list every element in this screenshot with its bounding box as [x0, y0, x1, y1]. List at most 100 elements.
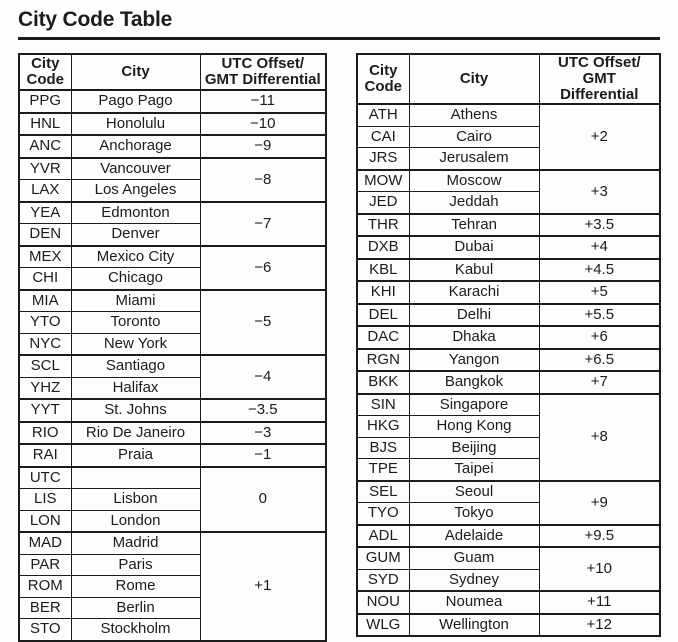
table-row: ATH Athens +2	[356, 103, 661, 170]
table-row: ROM Rome	[18, 575, 326, 598]
city-name-cell: Athens	[408, 103, 540, 127]
city-name-cell: Toronto	[70, 311, 201, 334]
city-code-cell: LIS	[18, 488, 72, 511]
city-name-cell	[70, 465, 201, 489]
table-row: MIA Miami −5	[18, 288, 327, 356]
table-row: KBL Kabul +4.5	[356, 257, 661, 282]
city-name-cell: Tokyo	[408, 502, 540, 525]
city-code-cell: RGN	[356, 347, 410, 372]
city-code-cell: NOU	[356, 590, 410, 614]
city-name-cell: Moscow	[408, 168, 540, 192]
table-row: GUM Guam +10	[356, 546, 661, 592]
utc-offset-cell: +4	[538, 235, 661, 259]
city-code-cell: DEL	[356, 302, 410, 327]
city-code-cell: RIO	[18, 420, 72, 445]
city-code-cell: LON	[18, 509, 72, 533]
table-row: CHI Chicago	[18, 267, 326, 290]
table-row: SIN Singapore +8	[356, 392, 661, 481]
utc-offset-cell: +12	[538, 612, 661, 637]
city-code-cell: JED	[356, 191, 410, 214]
table-row: MEX Mexico City −6	[18, 244, 327, 290]
city-code-cell: YEA	[18, 200, 72, 224]
table-row: SCL Santiago −4	[18, 354, 327, 400]
table-row: KHI Karachi +5	[356, 280, 661, 304]
city-name-cell: London	[70, 509, 201, 533]
city-code-cell: BER	[18, 596, 72, 619]
city-code-cell: PPG	[18, 89, 72, 113]
city-name-cell: Tehran	[408, 212, 540, 237]
city-name-cell: Dhaka	[408, 325, 540, 349]
city-name-cell: Wellington	[408, 612, 540, 637]
header-city: City	[408, 53, 540, 105]
utc-offset-cell: −3	[199, 420, 327, 445]
table-body: ATH Athens +2 CAI Cairo JRS Jerusalem MOW Moscow…	[356, 103, 661, 637]
city-name-cell: Madrid	[70, 531, 201, 555]
city-code-cell: DXB	[356, 235, 410, 259]
city-code-cell: PAR	[18, 553, 72, 576]
table-row: ADL Adelaide +9.5	[356, 523, 661, 548]
utc-offset-cell: −5	[199, 288, 327, 356]
header-row: City Code City UTC Offset/ GMT Different…	[18, 53, 327, 91]
table-row: ANC Anchorage −9	[18, 134, 327, 158]
city-code-cell: HNL	[18, 111, 72, 136]
table-row: YEA Edmonton −7	[18, 200, 327, 246]
header-row: City Code City UTC Offset/ GMT Different…	[356, 53, 661, 105]
city-code-cell: CAI	[356, 125, 410, 148]
city-code-cell: YHZ	[18, 376, 72, 400]
header-city-code: City Code	[18, 53, 72, 91]
utc-offset-cell: +9	[538, 479, 661, 525]
city-name-cell: Guam	[408, 546, 540, 570]
table-row: SEL Seoul +9	[356, 479, 661, 525]
table-row: MOW Moscow +3	[356, 168, 661, 214]
city-name-cell: Paris	[70, 553, 201, 576]
city-name-cell: Miami	[70, 288, 201, 312]
city-code-cell: ROM	[18, 575, 72, 598]
table-row: BER Berlin	[18, 596, 326, 619]
utc-offset-cell: +2	[538, 103, 661, 170]
table-row: NYC New York	[18, 332, 326, 356]
table-row: LIS Lisbon	[18, 488, 326, 511]
utc-offset-cell: 0	[199, 465, 327, 533]
city-code-cell: ADL	[356, 523, 410, 548]
table-row: DAC Dhaka +6	[356, 325, 661, 349]
city-code-cell: BJS	[356, 436, 410, 459]
city-code-table-west: City Code City UTC Offset/ GMT Different…	[18, 53, 327, 642]
city-name-cell: Adelaide	[408, 523, 540, 548]
city-name-cell: Sydney	[408, 568, 540, 592]
city-name-cell: Mexico City	[70, 244, 201, 268]
city-code-cell: YYT	[18, 398, 72, 422]
city-code-cell: DAC	[356, 325, 410, 349]
city-name-cell: Kabul	[408, 257, 540, 282]
table-row: BJS Beijing	[356, 436, 660, 459]
utc-offset-cell: +10	[538, 546, 661, 592]
city-name-cell: Cairo	[408, 125, 540, 148]
city-code-cell: MAD	[18, 531, 72, 555]
city-code-cell: LAX	[18, 179, 72, 202]
utc-offset-cell: −8	[199, 156, 327, 202]
utc-offset-cell: +5	[538, 280, 661, 304]
table-row: RIO Rio De Janeiro −3	[18, 420, 327, 445]
utc-offset-cell: +5.5	[538, 302, 661, 327]
city-name-cell: Delhi	[408, 302, 540, 327]
city-name-cell: Rio De Janeiro	[70, 420, 201, 445]
header-city: City	[70, 53, 201, 91]
city-code-cell: THR	[356, 212, 410, 237]
table-row: MAD Madrid +1	[18, 531, 327, 641]
utc-offset-cell: −9	[199, 134, 327, 158]
city-name-cell: Noumea	[408, 590, 540, 614]
table-row: LON London	[18, 509, 326, 533]
city-name-cell: Anchorage	[70, 134, 201, 158]
city-name-cell: Berlin	[70, 596, 201, 619]
page-title: City Code Table	[18, 8, 173, 31]
utc-offset-cell: +11	[538, 590, 661, 614]
city-code-cell: STO	[18, 618, 72, 641]
city-code-cell: MEX	[18, 244, 72, 268]
city-code-cell: SIN	[356, 392, 410, 416]
city-name-cell: Chicago	[70, 267, 201, 290]
city-code-cell: NYC	[18, 332, 72, 356]
utc-offset-cell: −3.5	[199, 398, 327, 422]
table-row: HNL Honolulu −10	[18, 111, 327, 136]
city-code-cell: HKG	[356, 415, 410, 438]
city-name-cell: Los Angeles	[70, 179, 201, 202]
city-name-cell: Santiago	[70, 354, 201, 378]
